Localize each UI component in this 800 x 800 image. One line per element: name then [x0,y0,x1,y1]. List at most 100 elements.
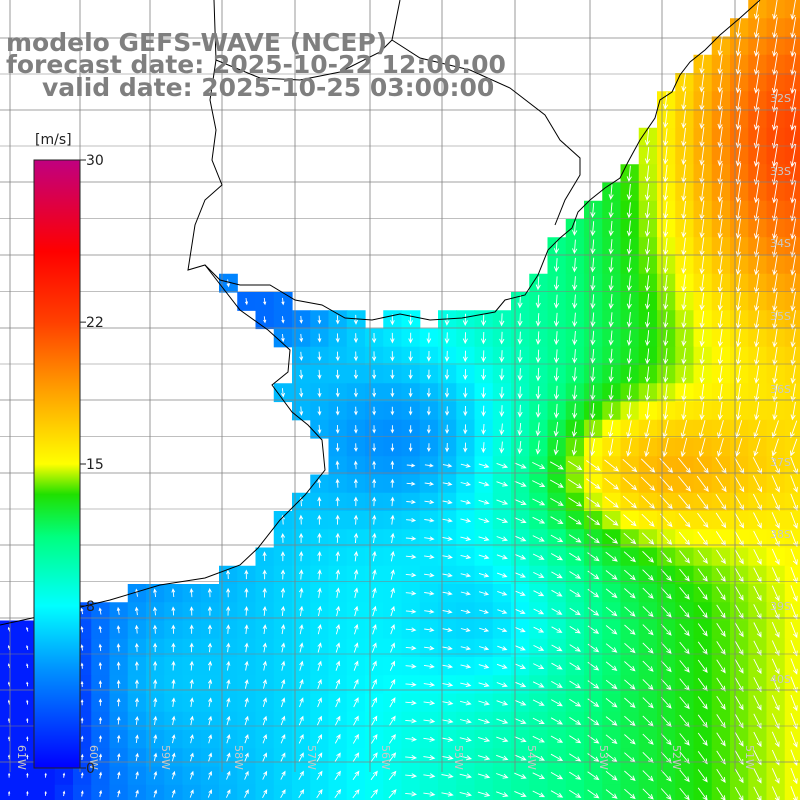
wind-speed-cell [784,127,800,147]
wind-arrow [514,462,527,469]
wind-arrow [608,294,614,310]
wind-arrow [460,609,471,614]
wind-arrow [644,330,651,347]
wind-arrow [354,425,358,434]
wind-arrow [663,183,669,202]
wind-arrow [790,53,797,76]
wind-arrow [441,773,454,779]
wind-arrow [608,438,614,457]
wind-arrow [317,478,322,488]
wind-arrow [298,532,304,543]
wind-arrow [697,605,708,619]
wind-arrow [372,587,377,599]
wind-arrow [372,478,377,488]
wind-arrow [533,663,545,670]
wind-arrow [771,144,778,168]
wind-arrow [517,349,523,363]
wind-speed-cell [328,784,348,800]
wind-arrow [317,424,322,434]
wind-speed-cell [766,784,786,800]
wind-arrow [662,437,669,458]
wind-arrow [444,350,450,362]
wind-arrow [790,328,796,348]
wind-arrow [226,279,231,288]
longitude-label: 56W [379,745,392,770]
wind-arrow [623,514,637,527]
wind-arrow [44,790,47,796]
wind-arrow [660,623,672,636]
colorbar-tick-label: 8 [86,599,95,615]
wind-arrow [605,643,618,653]
wind-arrow [735,273,741,294]
wind-arrow [207,587,212,598]
wind-arrow [717,292,723,311]
wind-arrow [388,789,397,799]
wind-arrow [532,717,545,725]
wind-arrow [604,477,619,490]
longitude-label: 57W [305,745,318,770]
wind-arrow [771,420,779,439]
wind-arrow [735,328,742,348]
wind-arrow [587,698,600,708]
wind-arrow [390,532,395,544]
wind-arrow [442,682,454,687]
wind-arrow [459,791,473,797]
wind-arrow [335,642,341,653]
wind-arrow [496,536,508,542]
wind-arrow [281,333,285,343]
wind-arrow [462,350,468,363]
wind-arrow [244,752,249,762]
wind-arrow [753,622,762,638]
wind-arrow [460,572,472,578]
wind-speed-cell [784,346,800,366]
wind-arrow [262,770,268,780]
wind-arrow [7,717,11,723]
wind-arrow [753,677,762,693]
wind-arrow [587,716,600,726]
wind-arrow [189,678,194,689]
wind-arrow [334,789,342,799]
wind-arrow [717,365,723,384]
wind-speed-cell [711,784,731,800]
wind-arrow [532,772,546,779]
wind-arrow [405,773,418,779]
wind-speed-cell [784,328,800,348]
wind-arrow [681,109,687,129]
wind-arrow [754,365,760,384]
wind-arrow [153,715,158,725]
wind-arrow [481,350,487,363]
wind-arrow [424,463,434,468]
wind-speed-cell [784,419,800,439]
wind-arrow [550,553,564,561]
wind-arrow [626,220,632,237]
wind-arrow [622,495,637,509]
wind-arrow [262,752,268,762]
wind-arrow [226,734,231,744]
wind-arrow [408,332,413,344]
wind-arrow [390,642,395,653]
wind-arrow [772,199,778,222]
wind-arrow [317,496,322,507]
wind-arrow [463,424,468,435]
wind-arrow [771,493,780,511]
wind-arrow [426,332,432,344]
wind-arrow [244,789,249,798]
wind-arrow [405,590,417,596]
wind-arrow [135,734,139,743]
wind-arrow [499,423,505,436]
wind-arrow [572,349,578,364]
wind-speed-cell [784,91,800,111]
wind-arrow [171,770,176,780]
wind-arrow [390,587,395,598]
wind-speed-cell [784,620,800,640]
wind-arrow [699,329,705,347]
wind-arrow [135,715,139,725]
wind-arrow [426,350,432,362]
wind-arrow [335,424,340,434]
longitude-label: 51W [743,745,756,770]
wind-arrow [26,736,29,742]
wind-arrow [624,697,636,708]
wind-arrow [371,660,377,671]
wind-arrow [517,313,523,327]
wind-arrow [644,201,651,219]
